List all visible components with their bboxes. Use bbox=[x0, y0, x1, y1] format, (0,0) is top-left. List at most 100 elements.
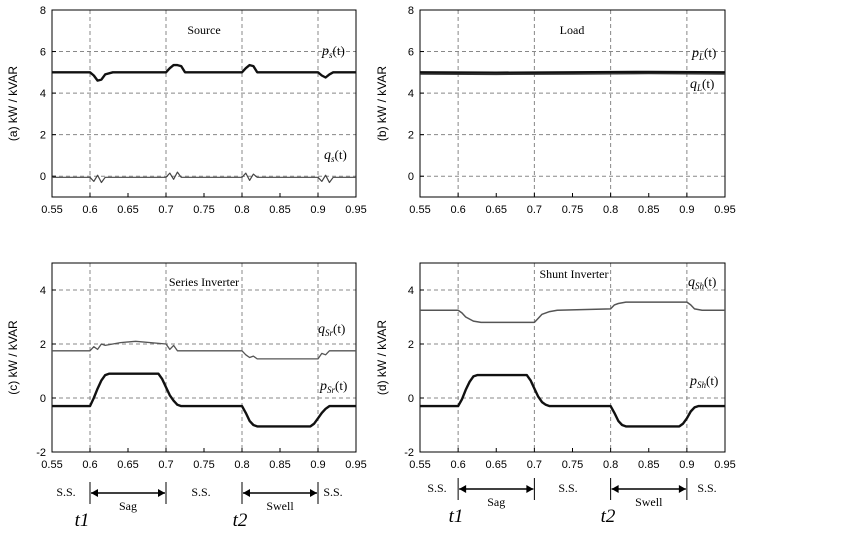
y-axis-label: (b) kW / kVAR bbox=[375, 66, 389, 141]
x-tick-label: 0.65 bbox=[117, 204, 138, 216]
series-line-qL bbox=[419, 72, 726, 76]
x-tick-label: 0.85 bbox=[269, 459, 290, 471]
y-axis-label: (a) kW / kVAR bbox=[6, 66, 20, 141]
swell-arrowhead-left bbox=[611, 485, 619, 493]
chart-panel-b: 0.55 0.6 0.65 0.7 0.75 0.8 0.85 0.9 0.95 0 2 4 6 8 (b)… bbox=[375, 5, 736, 216]
chart-title: Series Inverter bbox=[169, 275, 239, 289]
x-tick-label: 0.55 bbox=[409, 459, 430, 471]
x-tick-label: 0.9 bbox=[310, 459, 325, 471]
x-tick-label: 0.7 bbox=[158, 204, 173, 216]
y-tick-label: 0 bbox=[408, 393, 414, 405]
x-tick-label: 0.85 bbox=[638, 204, 659, 216]
y-tick-label: 8 bbox=[40, 5, 46, 17]
chart-title: Source bbox=[187, 23, 220, 37]
t1-label: t1 bbox=[449, 506, 464, 527]
plot-frame bbox=[51, 262, 357, 453]
series-label-qs: qs(t) bbox=[324, 147, 347, 164]
series-label-qL: qL(t) bbox=[690, 76, 714, 93]
series-line-qSr bbox=[52, 340, 356, 360]
chart-title: Shunt Inverter bbox=[540, 267, 609, 281]
swell-arrowhead-left bbox=[243, 489, 250, 497]
sag-label: Sag bbox=[119, 499, 137, 513]
chart-panel-a: 0.55 0.6 0.65 0.7 0.75 0.8 0.85 0.9 0.95 0 2 4 6 8 (a)… bbox=[6, 5, 367, 216]
y-tick-label: 2 bbox=[40, 339, 46, 351]
sag-arrowhead-right bbox=[158, 489, 165, 497]
x-tick-label: 0.95 bbox=[345, 459, 366, 471]
x-tick-label: 0.95 bbox=[714, 204, 735, 216]
x-tick-label: 0.55 bbox=[409, 204, 430, 216]
x-tick-label: 0.6 bbox=[82, 204, 97, 216]
x-tick-label: 0.65 bbox=[486, 459, 507, 471]
chart-panel-d: 0.55 0.6 0.65 0.7 0.75 0.8 0.85 0.9 0.95 -2 0 2 4 (d)… bbox=[375, 262, 736, 471]
x-tick-label: 0.75 bbox=[562, 204, 583, 216]
series-line-pL bbox=[419, 70, 726, 74]
series-label-qSr: qSr(t) bbox=[318, 321, 345, 338]
x-tick-label: 0.95 bbox=[345, 204, 366, 216]
plot-frame bbox=[51, 9, 357, 198]
steady-state-label: S.S. bbox=[56, 485, 75, 499]
x-tick-label: 0.8 bbox=[234, 204, 249, 216]
y-axis-label: (d) kW / kVAR bbox=[375, 320, 389, 395]
y-tick-label: 4 bbox=[408, 88, 414, 100]
series-line-pSr bbox=[52, 372, 356, 428]
x-tick-label: 0.65 bbox=[117, 459, 138, 471]
y-tick-label: 2 bbox=[408, 339, 414, 351]
x-tick-label: 0.65 bbox=[486, 204, 507, 216]
x-tick-label: 0.7 bbox=[527, 204, 542, 216]
x-tick-label: 0.8 bbox=[603, 459, 618, 471]
sag-arrowhead-left bbox=[459, 485, 467, 493]
sag-arrowhead-right bbox=[526, 485, 534, 493]
x-tick-label: 0.8 bbox=[603, 204, 618, 216]
y-tick-label: 4 bbox=[40, 88, 46, 100]
y-tick-label: 2 bbox=[408, 130, 414, 142]
y-tick-label: 8 bbox=[408, 5, 414, 17]
y-tick-label: 4 bbox=[40, 285, 46, 297]
series-label-pSh: pSh(t) bbox=[689, 373, 718, 390]
t2-label: t2 bbox=[233, 510, 248, 531]
y-tick-label: -2 bbox=[36, 447, 46, 459]
steady-state-label: S.S. bbox=[558, 481, 577, 495]
chart-panel-c: 0.55 0.6 0.65 0.7 0.75 0.8 0.85 0.9 0.95 -2 0 2 4 (c)… bbox=[6, 262, 367, 471]
x-tick-label: 0.75 bbox=[193, 204, 214, 216]
y-tick-label: 6 bbox=[408, 47, 414, 59]
series-line-qSh bbox=[420, 301, 725, 324]
plot-frame bbox=[419, 262, 726, 453]
x-tick-label: 0.6 bbox=[450, 459, 465, 471]
swell-arrowhead-right bbox=[310, 489, 317, 497]
event-annotations-d: S.S. S.S. S.S. Sag Swell t1 t2 bbox=[427, 478, 717, 527]
y-axis-label: (c) kW / kVAR bbox=[6, 320, 20, 395]
swell-label: Swell bbox=[266, 499, 294, 513]
y-tick-label: 0 bbox=[40, 393, 46, 405]
x-tick-label: 0.7 bbox=[158, 459, 173, 471]
y-tick-label: 0 bbox=[40, 171, 46, 183]
steady-state-label: S.S. bbox=[697, 481, 716, 495]
x-tick-label: 0.85 bbox=[269, 204, 290, 216]
x-tick-label: 0.75 bbox=[562, 459, 583, 471]
t2-label: t2 bbox=[601, 506, 616, 527]
x-tick-label: 0.9 bbox=[679, 459, 694, 471]
x-tick-label: 0.6 bbox=[450, 204, 465, 216]
sag-label: Sag bbox=[487, 495, 505, 509]
series-line-qs bbox=[52, 171, 356, 184]
series-label-qSh: qSh(t) bbox=[688, 274, 716, 291]
t1-label: t1 bbox=[75, 510, 90, 531]
steady-state-label: S.S. bbox=[191, 485, 210, 499]
swell-label: Swell bbox=[635, 495, 663, 509]
steady-state-label: S.S. bbox=[427, 481, 446, 495]
chart-title: Load bbox=[560, 23, 585, 37]
plot-frame bbox=[419, 9, 726, 198]
steady-state-label: S.S. bbox=[323, 485, 342, 499]
x-tick-label: 0.95 bbox=[714, 459, 735, 471]
series-label-ps: ps(t) bbox=[321, 43, 345, 60]
x-tick-label: 0.9 bbox=[679, 204, 694, 216]
series-label-pL: pL(t) bbox=[691, 45, 716, 62]
y-tick-label: 0 bbox=[408, 171, 414, 183]
y-tick-label: 2 bbox=[40, 130, 46, 142]
x-tick-label: 0.6 bbox=[82, 459, 97, 471]
y-tick-label: 4 bbox=[408, 285, 414, 297]
event-annotations-c: S.S. S.S. S.S. Sag Swell t1 t2 bbox=[56, 482, 343, 531]
y-tick-label: 6 bbox=[40, 47, 46, 59]
y-tick-label: -2 bbox=[404, 447, 414, 459]
x-tick-label: 0.55 bbox=[41, 459, 62, 471]
